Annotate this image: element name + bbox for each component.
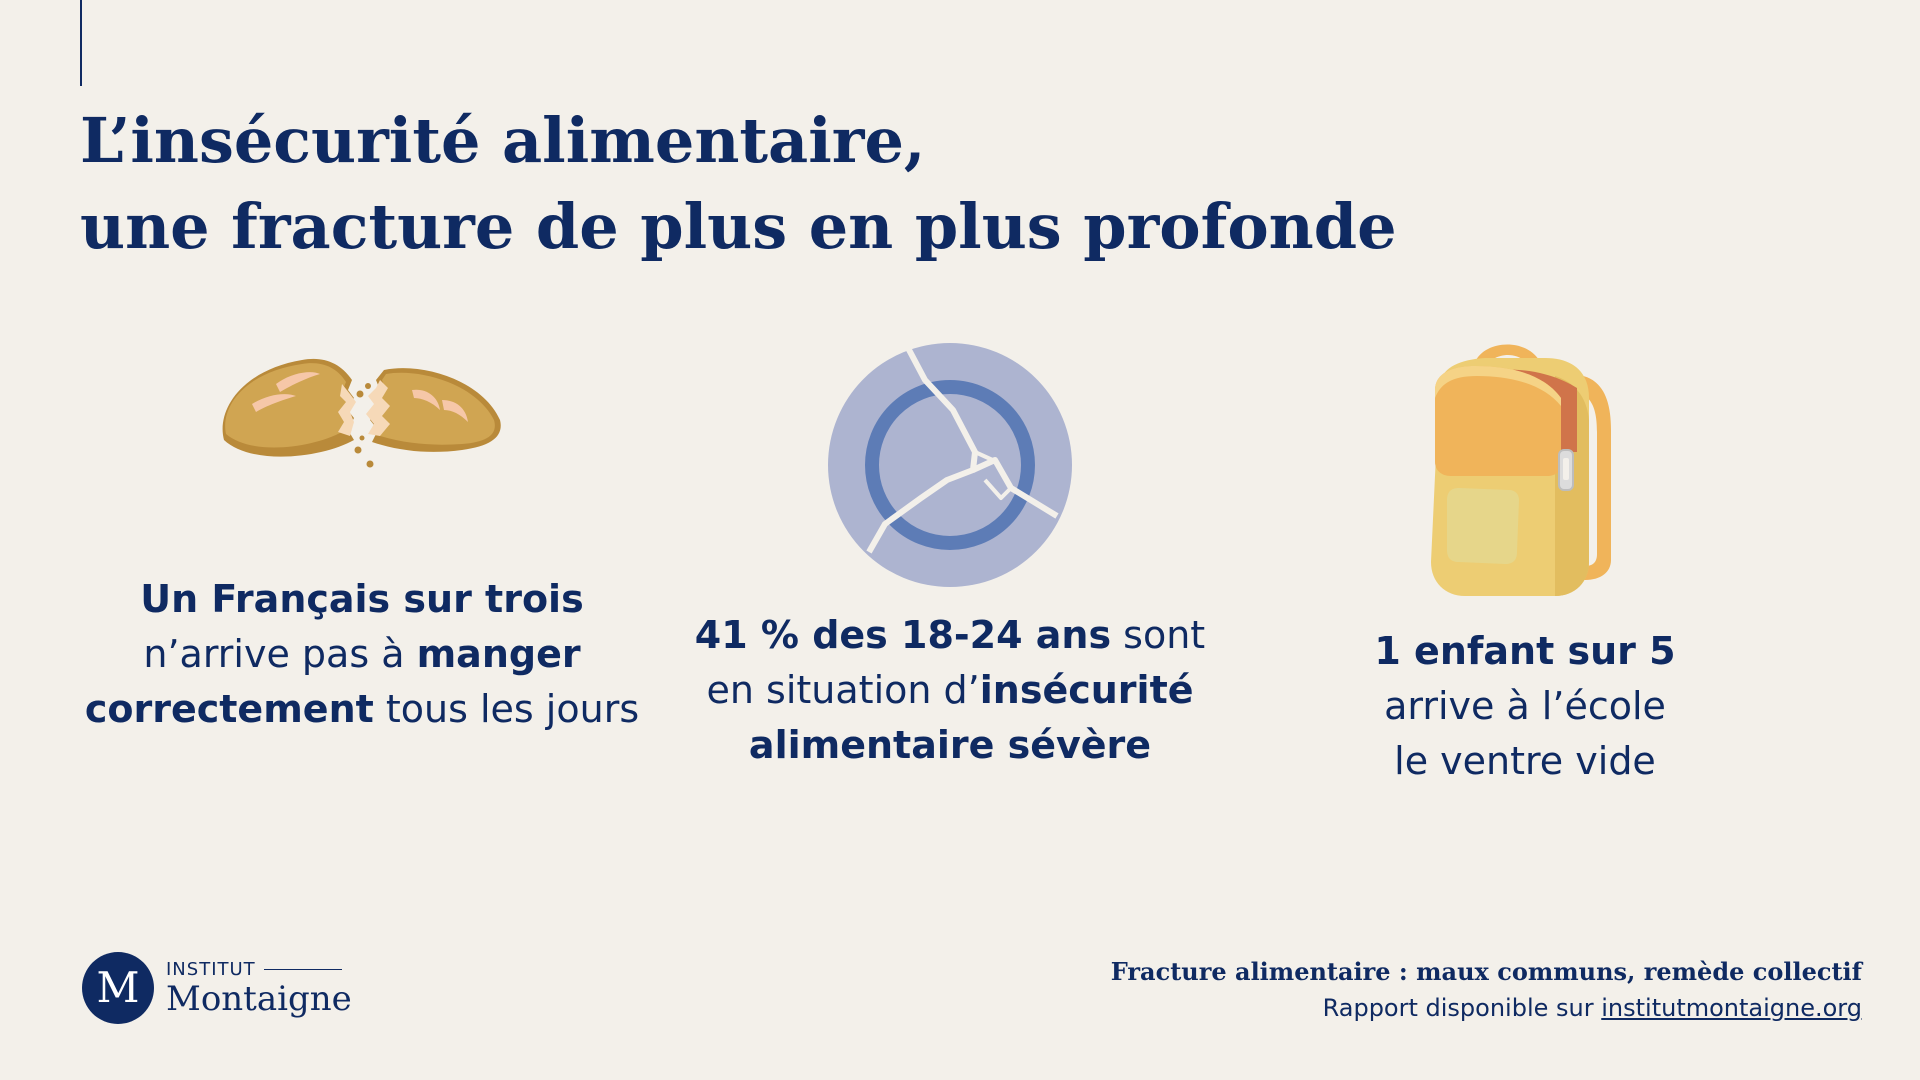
stat-text-bread: Un Français sur trois n’arrive pas à man… [62,572,662,737]
footer-availability: Rapport disponible sur institutmontaigne… [1111,990,1862,1026]
logo-rule [263,968,342,970]
stat-bread-line2-pre: n’arrive pas à [143,632,417,676]
broken-bread-icon [222,358,501,468]
stat-card-bread: Un Français sur trois n’arrive pas à man… [62,340,662,737]
top-rule [80,0,82,86]
footer-availability-prefix: Rapport disponible sur [1322,994,1602,1022]
footer: Fracture alimentaire : maux communs, rem… [1111,954,1862,1026]
title-line-2: une fracture de plus en plus profonde [80,190,1397,263]
logo-text: INSTITUT Montaigne [166,959,352,1018]
stat-plate-line1-bold: 41 % des 18-24 ans [694,613,1112,657]
footer-website-link[interactable]: institutmontaigne.org [1601,994,1862,1022]
stat-plate-line3-bold: alimentaire sévère [748,723,1152,767]
stat-bread-line1: Un Français sur trois [140,577,584,621]
logo-mark: M [82,952,154,1024]
institut-montaigne-logo: M INSTITUT Montaigne [82,952,352,1024]
stat-plate-line1-post: sont [1111,613,1206,657]
stat-text-plate: 41 % des 18-24 ans sont en situation d’i… [650,608,1250,773]
page-title: L’insécurité alimentaire, une fracture d… [80,98,1397,270]
title-line-1: L’insécurité alimentaire, [80,104,926,177]
footer-report-title: Fracture alimentaire : maux communs, rem… [1110,957,1862,986]
logo-top-label: INSTITUT [166,958,256,980]
stat-card-plate: 41 % des 18-24 ans sont en situation d’i… [650,340,1250,773]
stat-card-backpack: 1 enfant sur 5 arrive à l’école le ventr… [1225,340,1825,789]
stat-backpack-line1-bold: 1 enfant sur 5 [1374,629,1676,673]
logo-name: Montaigne [166,978,352,1019]
broken-plate-icon [828,343,1072,587]
stat-bread-line3-post: tous les jours [373,687,640,731]
stat-backpack-line2: arrive à l’école [1384,684,1666,728]
stat-text-backpack: 1 enfant sur 5 arrive à l’école le ventr… [1225,624,1825,789]
backpack-icon [1431,344,1611,596]
stat-plate-line2-bold: insécurité [979,668,1194,712]
stat-plate-line2-pre: en situation d’ [706,668,980,712]
stat-bread-line2-bold: manger [416,632,581,676]
logo-top: INSTITUT [166,959,352,980]
stat-backpack-line3: le ventre vide [1394,739,1656,783]
stat-bread-line3-bold: correctement [84,687,374,731]
